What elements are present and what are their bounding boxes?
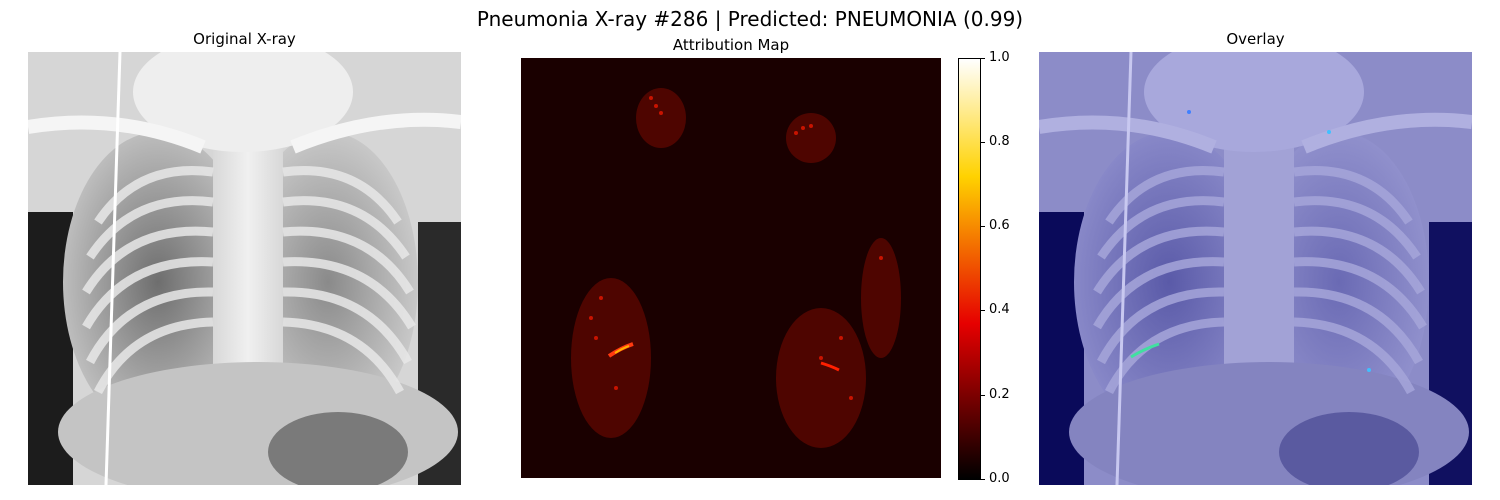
colorbar-tick: 0.0 — [981, 472, 1021, 486]
colorbar-tick: 0.4 — [981, 303, 1021, 317]
overlay-image — [1039, 52, 1472, 485]
colorbar — [958, 58, 981, 480]
colorbar-tick: 0.6 — [981, 219, 1021, 233]
panel-title-overlay: Overlay — [1226, 30, 1285, 48]
colorbar-tick: 0.8 — [981, 135, 1021, 149]
colorbar-tick: 1.0 — [981, 51, 1021, 65]
attribution-map-image — [521, 58, 941, 478]
panel-title-original: Original X-ray — [193, 30, 296, 48]
original-xray-image — [28, 52, 461, 485]
figure-title: Pneumonia X-ray #286 | Predicted: PNEUMO… — [476, 7, 1024, 31]
panel-title-attribution: Attribution Map — [672, 36, 790, 54]
colorbar-tick: 0.2 — [981, 388, 1021, 402]
